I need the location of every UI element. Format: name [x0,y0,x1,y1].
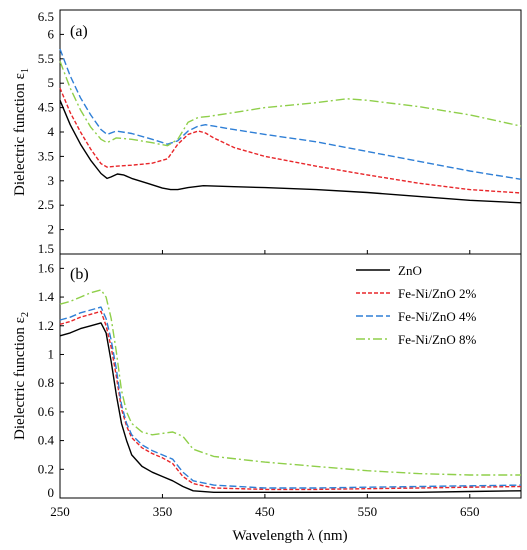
legend-label-2: Fe-Ni/ZnO 2% [398,286,477,301]
x-tick-label: 450 [255,504,275,519]
legend: ZnO Fe-Ni/ZnO 2% Fe-Ni/ZnO 4% Fe-Ni/ZnO 8% [356,263,477,347]
panel-a-series [59,48,522,204]
x-tick-label: 350 [153,504,173,519]
panel-b-y-tick-label: 1.6 [38,260,55,275]
panel-b-y-tick-label: 1.2 [38,318,54,333]
panel-b-series-line-2 [59,310,522,491]
panel-a-y-tick-label: 5 [48,75,55,90]
panel-a-y-tick-label: 3 [48,173,55,188]
legend-label-3: Fe-Ni/ZnO 4% [398,309,477,324]
panel-a-series-line-3 [59,48,522,180]
panel-a-y-axis-label-subscript: 1 [20,68,31,73]
panel-b-series-line-3 [59,306,522,489]
panel-a-y-tick-label: 2.5 [38,197,54,212]
panel-a-y-tick-label: 3.5 [38,148,54,163]
panel-b-frame [59,253,522,499]
panel-a-y-tick-label: 4.5 [38,100,54,115]
panel-a-y-tick-label: 1.5 [38,241,54,256]
panel-b-y-tick-label: 0 [48,485,55,500]
panel-b-y-ticks: 0 0.2 0.4 0.6 0.8 1 1.2 1.4 1.6 [38,260,64,500]
x-tick-label: 550 [358,504,378,519]
panel-b-y-tick-label: 0.4 [38,433,55,448]
panel-a-y-ticks: 1.5 2 2.5 3 3.5 4 4.5 5 5.5 6 6.5 [38,9,64,256]
x-axis-ticks: 250 350 450 550 650 [50,250,480,519]
panel-b: (b) 0 0.2 0.4 0.6 0.8 1 1.2 1.4 1.6 Dielectric f… [12,253,522,500]
panel-b-y-tick-label: 1.4 [38,289,55,304]
x-tick-label: 650 [460,504,480,519]
x-axis-label: Wavelength λ (nm) [232,528,347,544]
x-tick-label: 250 [50,504,70,519]
panel-b-y-tick-label: 1 [48,346,55,361]
panel-a-y-tick-label: 6.5 [38,9,54,24]
panel-a-series-line-4 [59,60,522,147]
panel-b-y-tick-label: 0.6 [38,404,55,419]
panel-b-series-line-4 [59,289,521,476]
panel-b-series-line-1 [59,322,522,493]
panel-a-series-line-1 [59,100,522,204]
panel-a-y-tick-label: 6 [48,26,55,41]
panel-b-y-axis-label-subscript: 2 [20,312,31,317]
panel-a-y-tick-label: 2 [48,222,55,237]
panel-b-series [59,289,522,493]
panel-a-label: (a) [70,23,88,40]
legend-label-4: Fe-Ni/ZnO 8% [398,332,477,347]
legend-label-1: ZnO [398,263,422,278]
panel-a: (a) 1.5 2 2.5 3 3.5 4 4.5 5 5.5 6 6.5 Dielectric f… [12,9,522,256]
panel-b-y-tick-label: 0.2 [38,461,54,476]
panel-a-frame [59,9,522,255]
panel-b-y-axis-label: Dielectric function ε2 [12,312,31,440]
panel-b-label: (b) [70,266,89,283]
panel-a-y-axis-label: Dielectric function ε1 [12,68,31,196]
panel-a-y-tick-label: 5.5 [38,51,54,66]
panel-a-y-tick-label: 4 [48,124,55,139]
panel-b-y-tick-label: 0.8 [38,375,54,390]
